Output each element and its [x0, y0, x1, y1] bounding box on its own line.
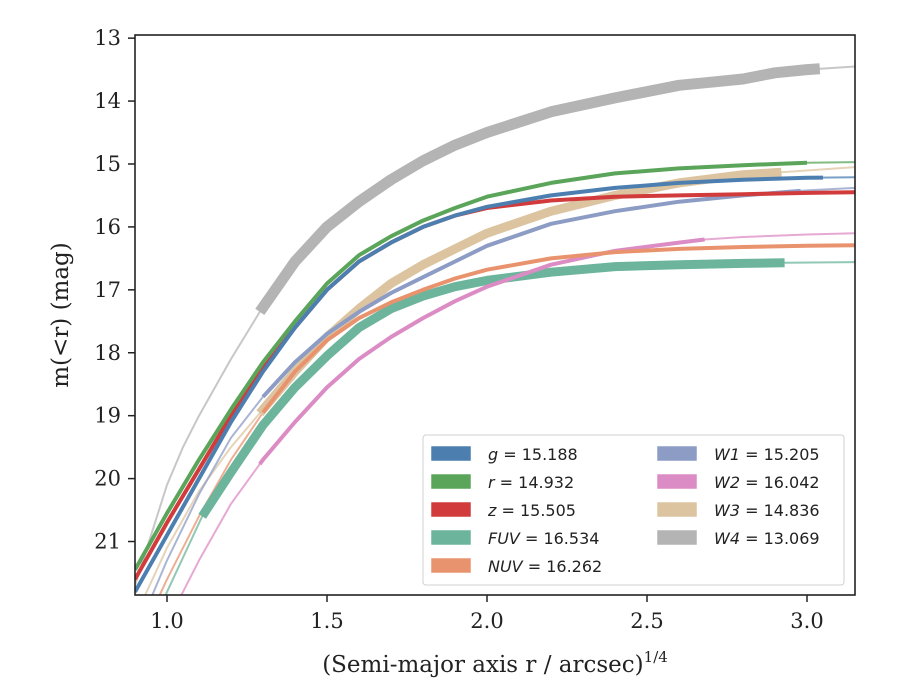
- legend: g = 15.188 r = 14.932 z = 15.505 FUV = 16.5…: [422, 434, 845, 586]
- legend-label-z: z = 15.505: [487, 501, 576, 520]
- x-tick-label: 1.0: [150, 609, 183, 633]
- x-tick-label: 1.5: [310, 609, 343, 633]
- series-nuv-data-line: [261, 243, 855, 414]
- y-tick-label: 20: [94, 467, 121, 491]
- legend-label-w2: W2 = 16.042: [714, 473, 820, 492]
- x-axis-label-sup: 1/4: [644, 648, 668, 666]
- x-axis-label-text: (Semi-major axis r / arcsec): [322, 652, 643, 678]
- series-w1-data-line: [261, 188, 801, 399]
- ticks-layer: 1.0 1.5 2.0 2.5 3.0 13 14 15 16 17 18 19 20 21: [94, 26, 823, 633]
- legend-label-g: g = 15.188: [488, 445, 578, 464]
- legend-label-nuv: NUV = 16.262: [488, 557, 602, 576]
- y-axis-label: m(<r) (mag): [48, 242, 74, 388]
- plot-frame: [134, 34, 856, 596]
- legend-label-r: r = 14.932: [488, 473, 574, 492]
- series-w4-data-line: [255, 63, 821, 316]
- legend-swatch-g: [430, 445, 472, 462]
- y-tick-label: 15: [94, 152, 121, 176]
- y-tick-label: 21: [94, 530, 121, 554]
- legend-label-w3: W3 = 14.836: [714, 501, 820, 520]
- y-tick-label: 13: [94, 26, 121, 50]
- x-axis-label: (Semi-major axis r / arcsec)1/4: [322, 648, 668, 678]
- legend-label-w1: W1 = 15.205: [714, 445, 820, 464]
- series-r-data-line: [135, 160, 808, 571]
- legend-swatch-r: [430, 473, 472, 490]
- series-fuv-data-line: [198, 258, 785, 519]
- x-tick-label: 3.0: [790, 609, 823, 633]
- legend-swatch-z: [430, 501, 472, 518]
- legend-swatch-w1: [656, 445, 698, 462]
- legend-swatch-nuv: [430, 557, 472, 574]
- y-tick-label: 18: [94, 341, 121, 365]
- legend-label-fuv: FUV = 16.534: [488, 529, 599, 548]
- legend-label-w4: W4 = 13.069: [714, 529, 820, 548]
- x-tick-label: 2.0: [470, 609, 503, 633]
- legend-swatch-fuv: [430, 529, 472, 546]
- y-tick-label: 17: [94, 278, 121, 302]
- legend-swatch-w4: [656, 529, 698, 546]
- legend-box: [422, 434, 845, 586]
- legend-swatch-w2: [656, 473, 698, 490]
- legend-swatch-w3: [656, 501, 698, 518]
- y-tick-label: 19: [94, 404, 121, 428]
- series-g-data-line: [135, 175, 824, 593]
- series-layer: [135, 63, 855, 595]
- y-tick-label: 14: [94, 89, 121, 113]
- x-tick-label: 2.5: [630, 609, 663, 633]
- y-tick-label: 16: [94, 215, 121, 239]
